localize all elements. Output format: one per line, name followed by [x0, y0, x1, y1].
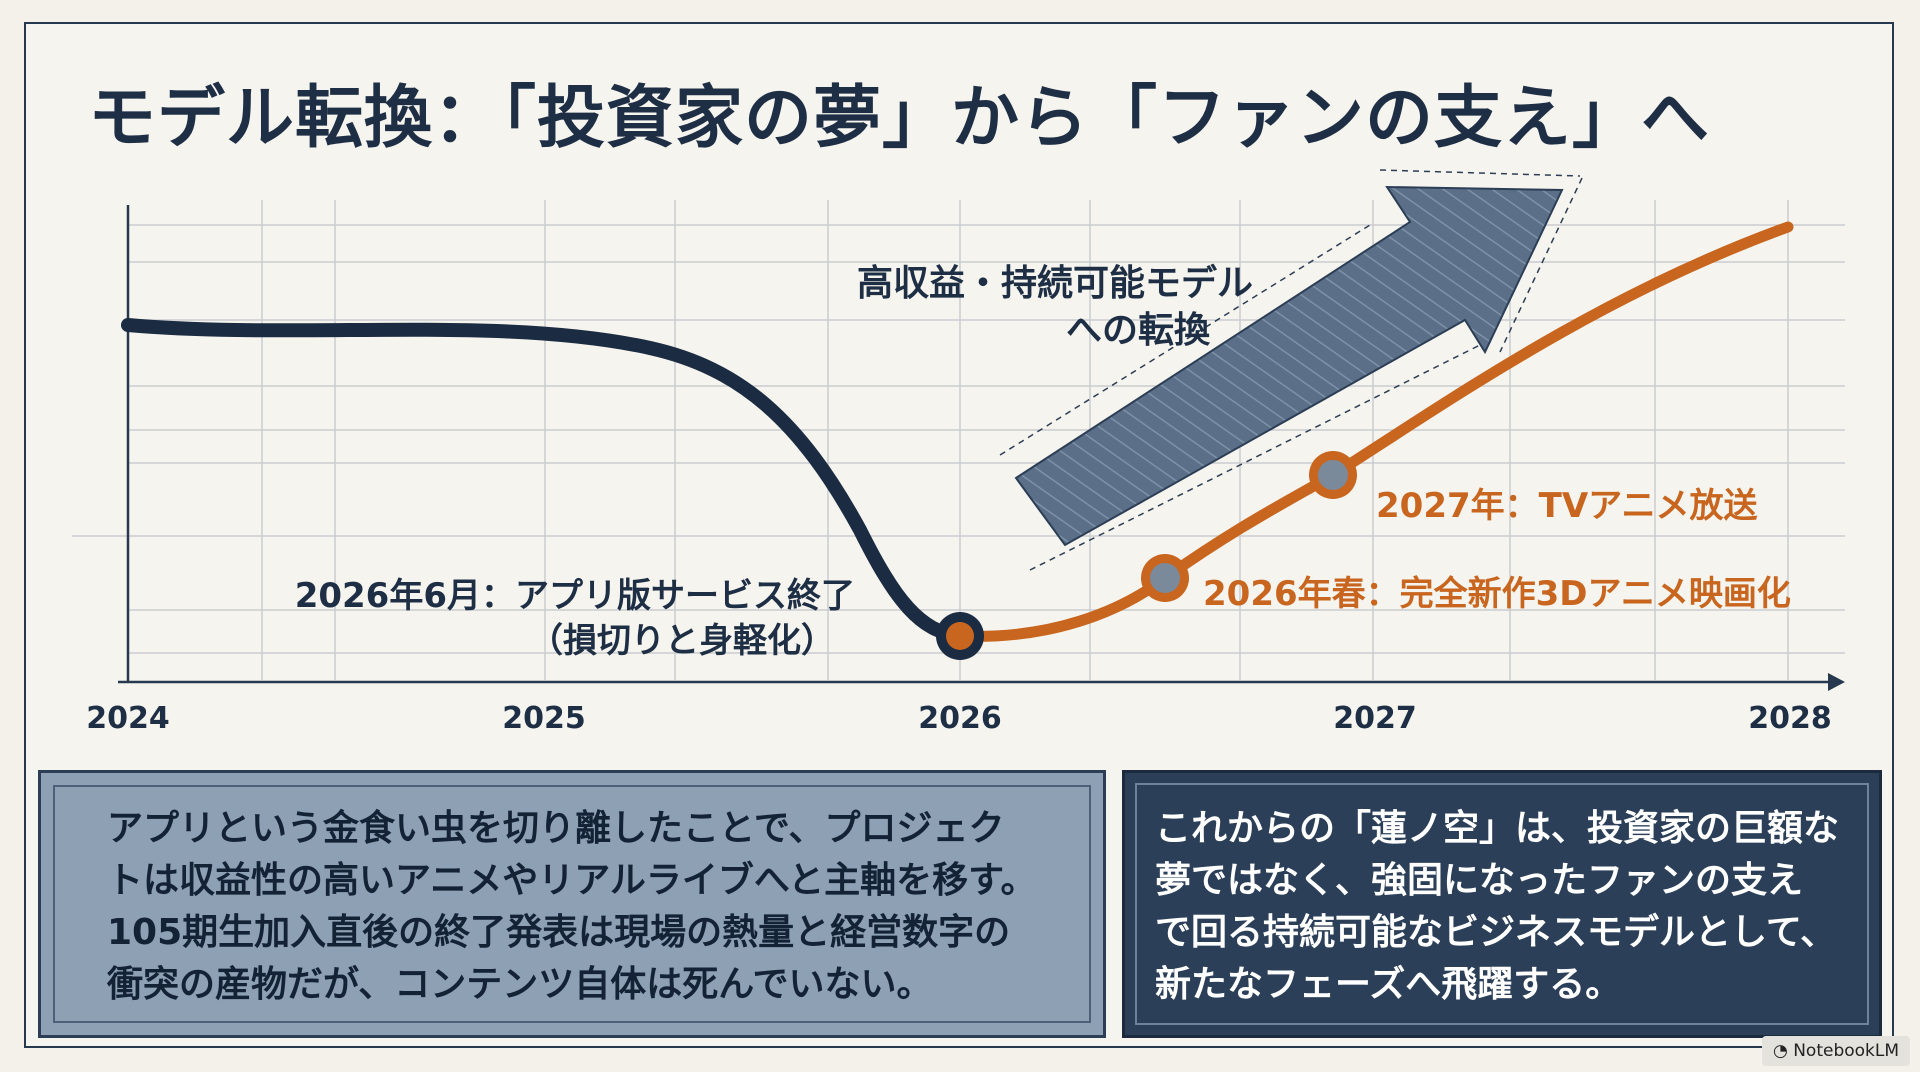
left-panel-line-4: 衝突の産物だが、コンテンツ自体は死んでいない。	[107, 964, 933, 1005]
slide-title: モデル転換：「投資家の夢」から「ファンの支え」へ	[88, 79, 1711, 158]
notebooklm-badge-label: NotebookLM	[1793, 1041, 1900, 1061]
right-panel-line-2: 夢ではなく、強固になったファンの支え	[1155, 860, 1804, 901]
annotation-app-end-line2: （損切りと身軽化）	[529, 621, 835, 661]
timeline-chart: 2024 2025 2026 2027 2028 高収益・持続可能モデル への転…	[72, 169, 1845, 736]
right-panel-line-4: 新たなフェーズへ飛躍する。	[1155, 964, 1622, 1005]
annotation-movie: 2026年春：完全新作3Dアニメ映画化	[1203, 574, 1791, 614]
x-tick-2026: 2026	[918, 701, 1002, 736]
x-tick-2025: 2025	[502, 701, 586, 736]
x-tick-2024: 2024	[86, 701, 170, 736]
summary-panel-right: これからの「蓮ノ空」は、投資家の巨額な 夢ではなく、強固になったファンの支え で…	[1122, 770, 1882, 1038]
marker-2026-june	[936, 612, 984, 660]
left-panel-line-1: アプリという金食い虫を切り離したことで、プロジェク	[107, 808, 1005, 849]
marker-2026-spring	[1141, 554, 1189, 602]
right-panel-line-1: これからの「蓮ノ空」は、投資家の巨額な	[1155, 808, 1840, 849]
transition-arrow-icon	[999, 169, 1583, 571]
new-model-line	[954, 221, 1794, 642]
annotation-tv: 2027年：TVアニメ放送	[1376, 486, 1757, 526]
left-panel-line-3: 105期生加入直後の終了発表は現場の熱量と経営数字の	[107, 912, 1011, 953]
marker-2027	[1309, 451, 1357, 499]
right-panel-line-3: で回る持続可能なビジネスモデルとして、	[1155, 912, 1837, 953]
annotation-app-end-line1: 2026年6月：アプリ版サービス終了	[295, 576, 855, 616]
left-panel-line-2: トは収益性の高いアニメやリアルライブへと主軸を移す。	[107, 860, 1037, 901]
notebooklm-logo-icon: ◔	[1772, 1041, 1788, 1061]
annotation-arrow-line1: 高収益・持続可能モデル	[857, 262, 1253, 304]
old-model-line	[121, 318, 967, 643]
x-tick-2028: 2028	[1748, 701, 1832, 736]
summary-panel-left: アプリという金食い虫を切り離したことで、プロジェク トは収益性の高いアニメやリア…	[38, 770, 1106, 1038]
x-axis-arrowhead	[1828, 673, 1845, 691]
notebooklm-badge: ◔ NotebookLM	[1762, 1036, 1910, 1066]
x-tick-2027: 2027	[1333, 701, 1417, 736]
annotation-arrow-line2: への転換	[1066, 310, 1211, 351]
